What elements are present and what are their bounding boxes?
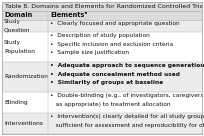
Bar — [2, 92, 202, 113]
Text: •  Sample size justification: • Sample size justification — [50, 50, 129, 55]
Text: Population: Population — [4, 49, 35, 54]
Text: •  Similarity of groups at baseline: • Similarity of groups at baseline — [50, 80, 163, 85]
Text: as appropriate) to treatment allocation: as appropriate) to treatment allocation — [50, 101, 171, 106]
Bar — [2, 2, 202, 11]
Text: •  Description of study population: • Description of study population — [50, 33, 150, 38]
Bar — [2, 113, 202, 134]
Text: Interventions: Interventions — [4, 121, 43, 126]
Bar — [2, 32, 202, 62]
Text: •  Adequate concealment method used: • Adequate concealment method used — [50, 72, 180, 77]
Text: Study: Study — [4, 19, 21, 24]
Text: Domain: Domain — [4, 12, 32, 18]
Text: sufficient for assessment and reproducibility for other types of interven: sufficient for assessment and reproducib… — [50, 123, 204, 128]
Text: •  Clearly focused and appropriate question: • Clearly focused and appropriate questi… — [50, 21, 180, 26]
Text: Elementsᵃ: Elementsᵃ — [50, 12, 87, 18]
Bar — [2, 11, 202, 19]
Text: Question: Question — [4, 28, 30, 33]
Bar — [2, 19, 202, 32]
Text: •  Double-blinding (e.g., of investigators, caregivers, subjects, assessors, an: • Double-blinding (e.g., of investigator… — [50, 93, 204, 98]
Text: •  Adequate approach to sequence generation: • Adequate approach to sequence generati… — [50, 63, 204, 68]
Text: Table 8. Domains and Elements for Randomized Controlled Trials: Table 8. Domains and Elements for Random… — [5, 4, 204, 9]
Bar — [2, 62, 202, 92]
Text: Randomization: Randomization — [4, 74, 48, 79]
Text: Study: Study — [4, 40, 21, 45]
Text: Blinding: Blinding — [4, 100, 28, 105]
Text: •  Specific inclusion and exclusion criteria: • Specific inclusion and exclusion crite… — [50, 42, 173, 47]
Text: •  Intervention(s) clearly detailed for all study groups (e.g., dose, route, ti: • Intervention(s) clearly detailed for a… — [50, 114, 204, 119]
